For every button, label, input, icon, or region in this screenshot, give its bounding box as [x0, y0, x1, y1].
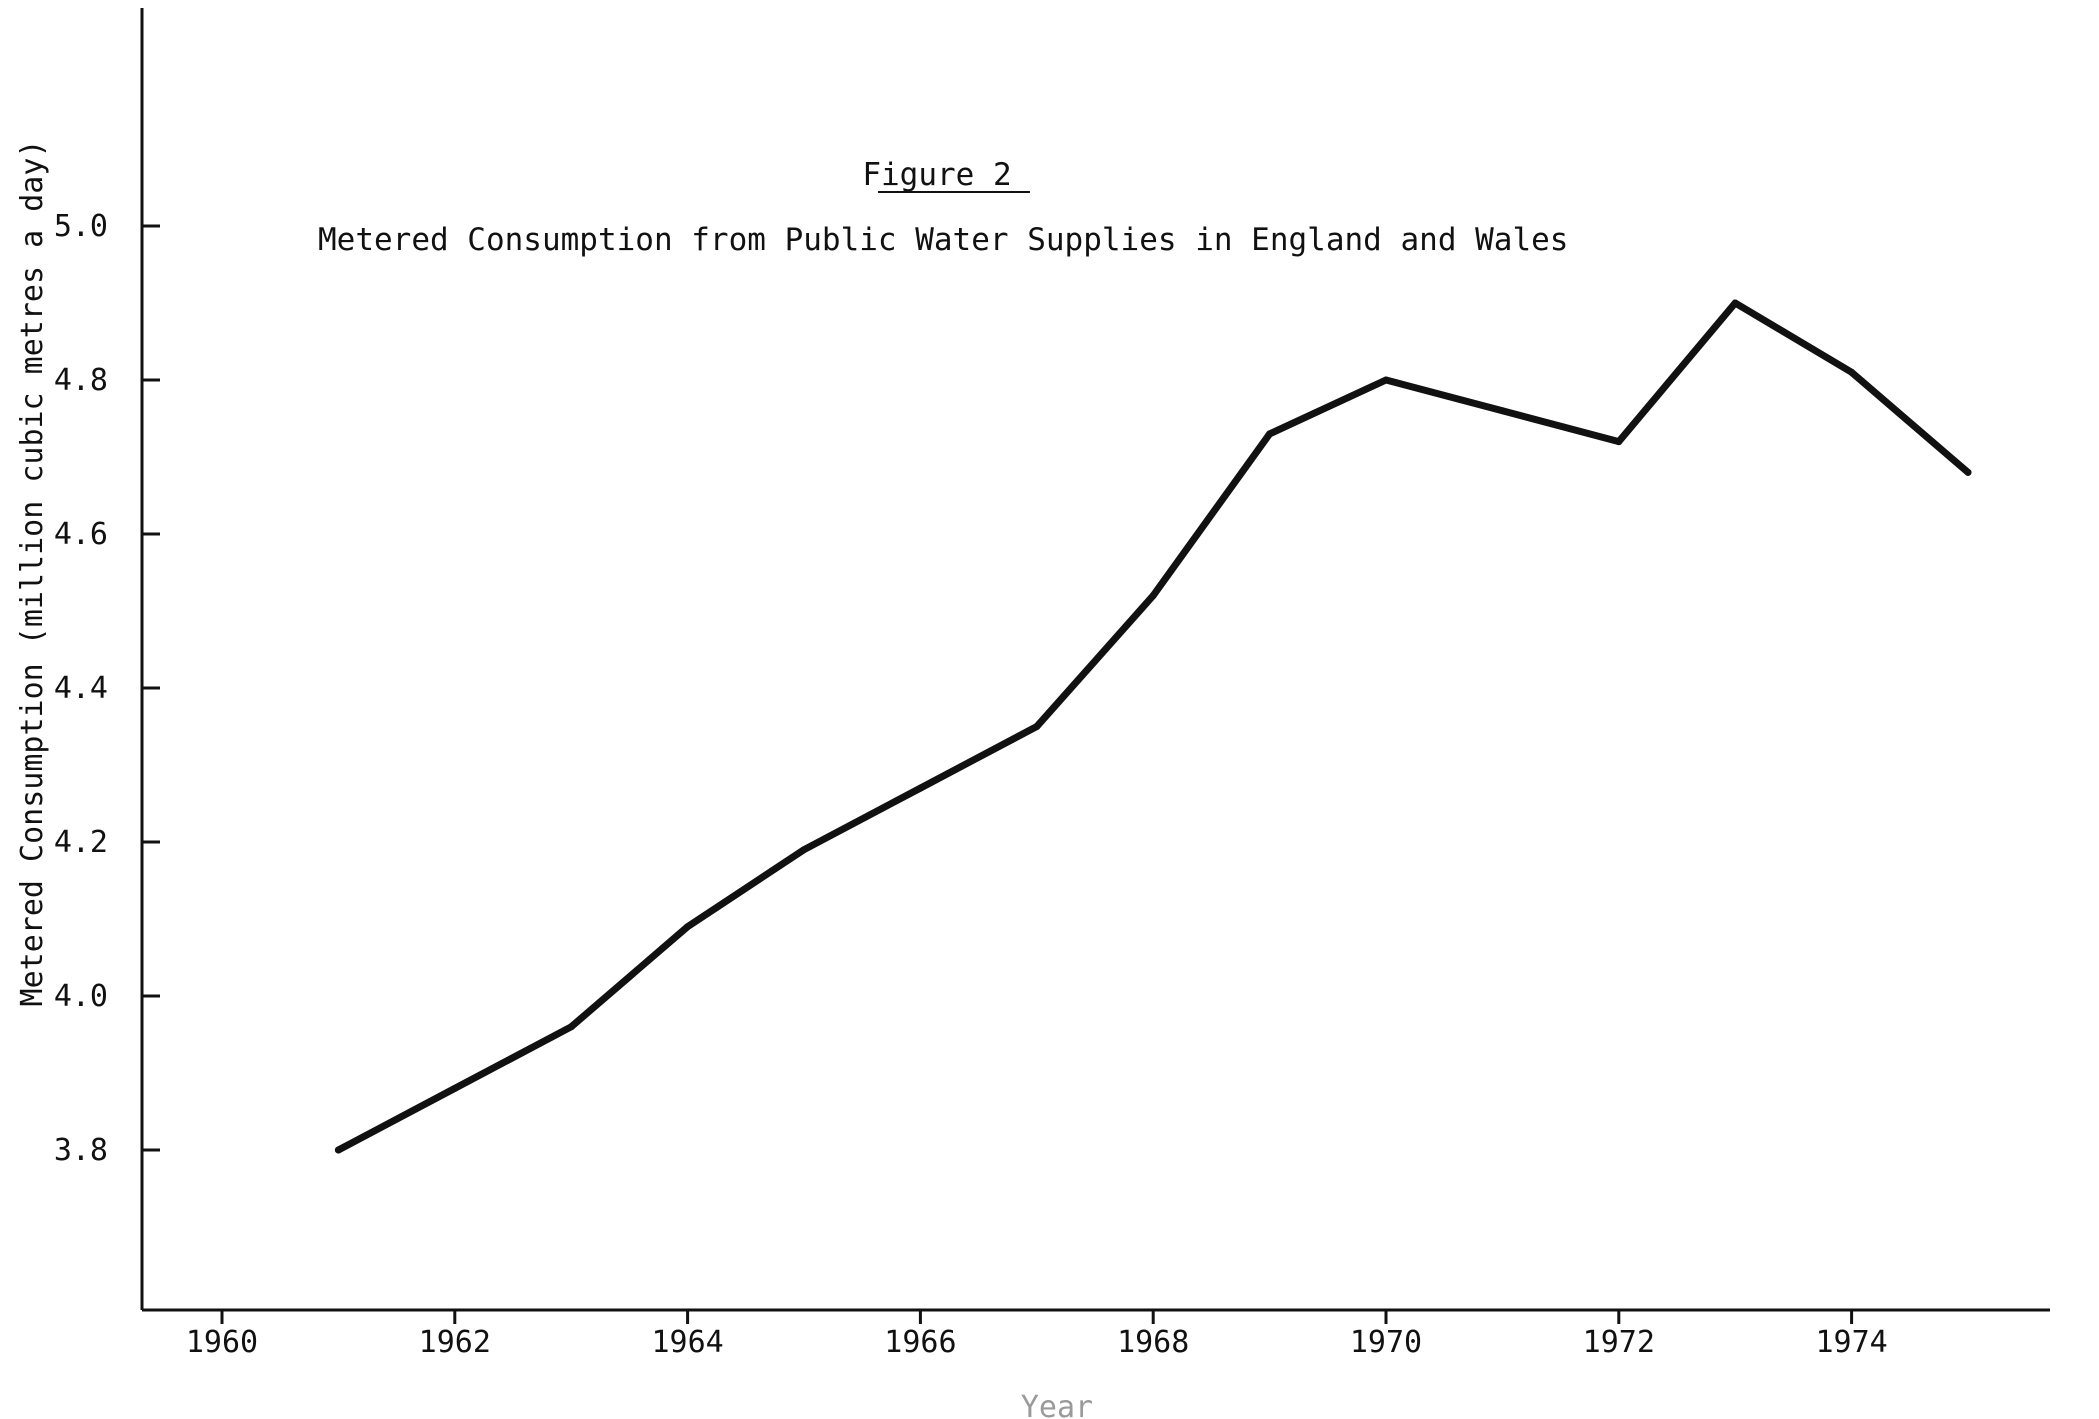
series-line	[334, 299, 1972, 1154]
data-point	[800, 846, 808, 854]
x-tick-label: 1970	[1350, 1325, 1422, 1360]
data-point	[1848, 368, 1856, 376]
y-tick-label: 3.8	[54, 1133, 108, 1168]
data-point	[684, 923, 692, 931]
series-layer	[334, 299, 1972, 1154]
data-point	[567, 1023, 575, 1031]
data-point	[1266, 430, 1274, 438]
y-tick-label: 4.6	[54, 517, 108, 552]
figure-label: Figure 2	[862, 157, 1011, 193]
x-ticks: 1960 1962 1964 1966 1968 1970 1972 1974	[186, 1310, 1888, 1360]
data-point	[1498, 407, 1506, 415]
x-tick-label: 1974	[1815, 1325, 1887, 1360]
y-tick-label: 4.2	[54, 825, 108, 860]
data-point	[916, 784, 924, 792]
data-point	[1033, 723, 1041, 730]
x-tick-label: 1972	[1583, 1325, 1655, 1360]
data-point	[1615, 438, 1623, 446]
x-tick-label: 1960	[186, 1325, 258, 1360]
y-tick-label: 4.0	[54, 979, 108, 1014]
y-tick-label: 5.0	[54, 209, 108, 244]
y-axis-title: Metered Consumption (million cubic metre…	[15, 140, 50, 1007]
y-tick-label: 4.8	[54, 363, 108, 398]
data-point	[1149, 592, 1157, 600]
data-point	[1964, 468, 1972, 476]
data-point	[1382, 376, 1390, 384]
data-point	[451, 1084, 459, 1092]
data-point	[334, 1146, 342, 1154]
x-tick-label: 1964	[651, 1325, 723, 1360]
chart-title: Metered Consumption from Public Water Su…	[318, 222, 1568, 258]
y-ticks: 3.8 4.0 4.2 4.4 4.6 4.8 5.0	[54, 209, 160, 1168]
x-axis-title: Year	[1021, 1390, 1093, 1419]
x-tick-label: 1966	[884, 1325, 956, 1360]
x-tick-label: 1968	[1117, 1325, 1189, 1360]
x-tick-label: 1962	[419, 1325, 491, 1360]
y-tick-label: 4.4	[54, 671, 108, 706]
data-point	[1731, 299, 1739, 307]
